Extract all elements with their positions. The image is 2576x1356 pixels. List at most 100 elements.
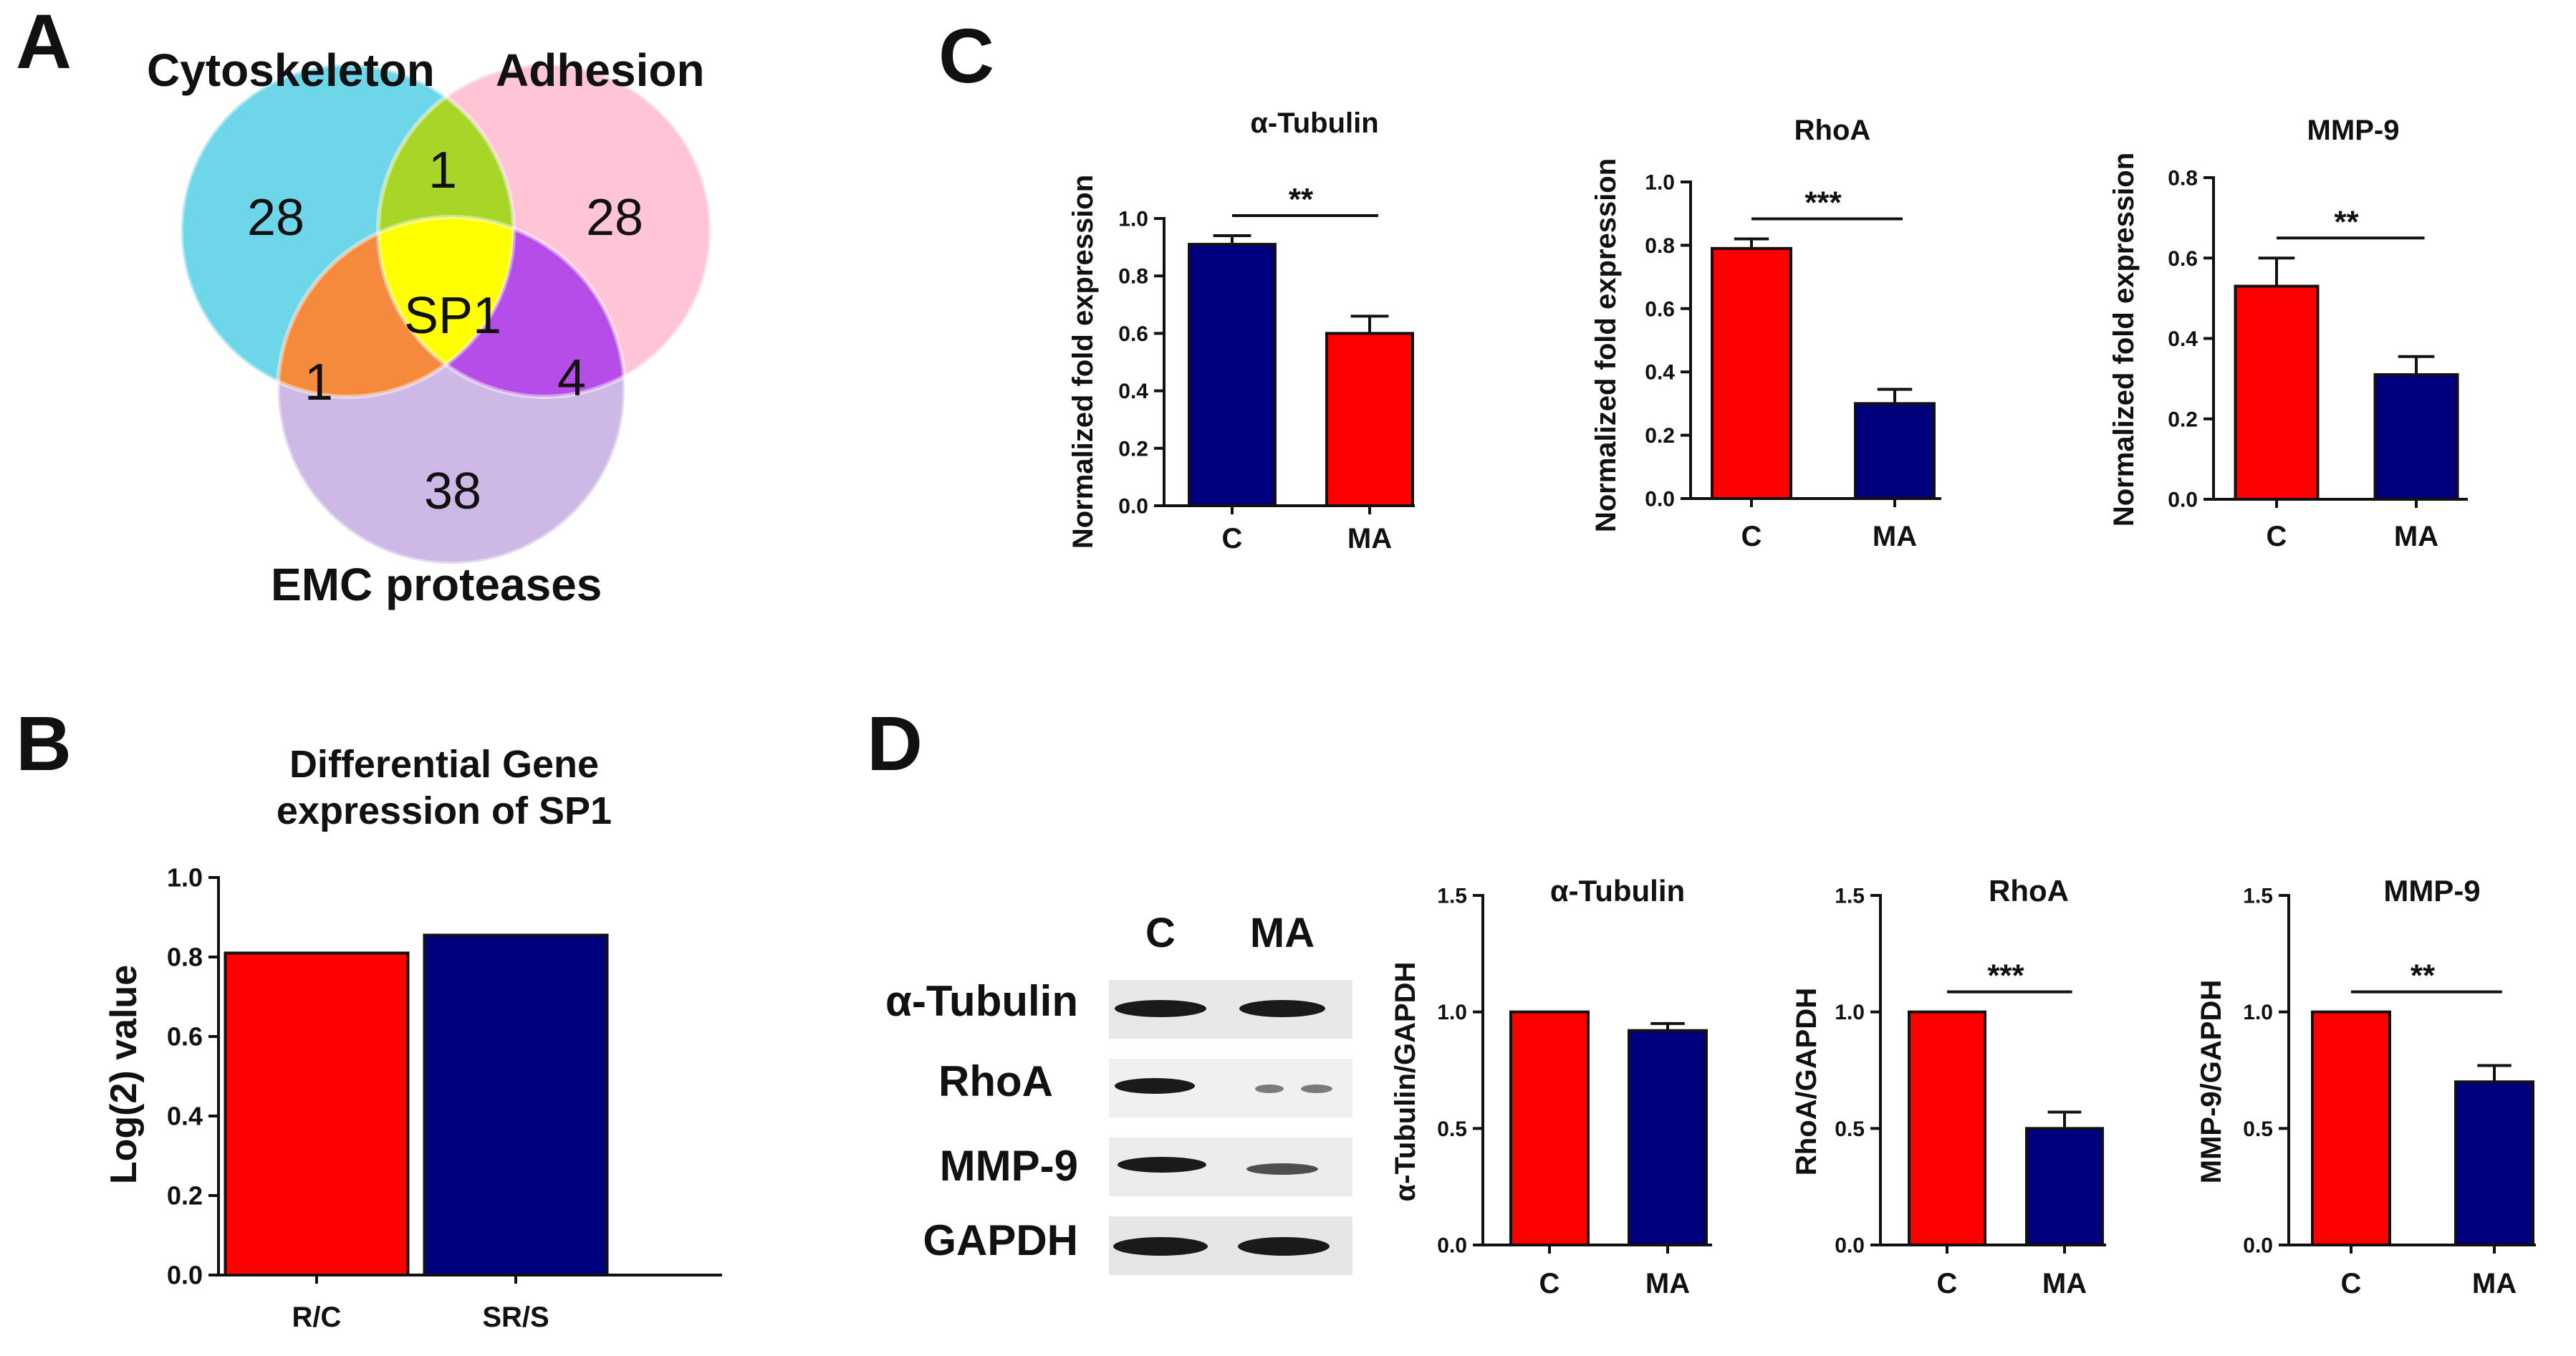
bar <box>2234 284 2320 501</box>
bar <box>2311 1010 2391 1246</box>
y-tick-label: 0.2 <box>1645 424 1675 448</box>
x-tick-label: MA <box>2394 521 2438 552</box>
chart-title: MMP-9 <box>2307 115 2400 146</box>
chart-title: α-Tubulin <box>1550 874 1685 908</box>
venn-label-emc: EMC proteases <box>271 559 602 610</box>
y-tick-label: 1.0 <box>167 863 203 893</box>
chart-title: α-Tubulin <box>1250 107 1378 139</box>
y-tick-label: 0.4 <box>1118 380 1148 403</box>
significance-label: ** <box>2334 204 2359 239</box>
bar <box>1628 1029 1708 1247</box>
y-axis-label: Normalized fold expression <box>2108 153 2140 526</box>
bar <box>224 951 410 1276</box>
y-tick-label: 1.5 <box>2243 885 2273 908</box>
y-tick-label: 0.0 <box>1645 488 1675 511</box>
wb-band <box>1255 1085 1284 1093</box>
bar <box>2025 1127 2104 1247</box>
y-tick-label: 0.2 <box>2168 408 2198 431</box>
y-tick-label: 0.8 <box>2168 167 2198 191</box>
y-tick-label: 0.0 <box>1118 495 1148 519</box>
y-tick-label: 0.0 <box>2168 489 2198 512</box>
x-tick-label: C <box>1222 523 1243 554</box>
bar <box>2454 1080 2534 1247</box>
venn-count-adhesion-emc: 4 <box>557 350 586 407</box>
chart-wb-tubulin: α-Tubulin α-Tubulin/GAPDH 0.0 0.5 1.0 1.5 C MA <box>1390 874 1712 1299</box>
wb-lane-label: C <box>1145 910 1176 956</box>
x-tick-label: C <box>1741 521 1762 552</box>
venn-count-emc-only: 38 <box>424 463 481 520</box>
venn-count-adhesion-only: 28 <box>586 189 643 246</box>
y-axis-label: Normalized fold expression <box>1067 175 1099 549</box>
y-tick-label: 0.8 <box>1118 265 1148 289</box>
chart-qpcr-tubulin: α-Tubulin Normalized fold expression 0.0 0.… <box>1067 107 1415 554</box>
wb-band <box>1301 1085 1332 1093</box>
y-tick-label: 0.5 <box>1835 1117 1865 1141</box>
y-tick-label: 1.0 <box>1645 171 1675 195</box>
y-tick-label: 0.2 <box>1118 437 1148 461</box>
y-axis-label: Log(2) value <box>103 965 145 1184</box>
x-tick-label: SR/S <box>482 1302 549 1333</box>
wb-band <box>1246 1163 1318 1175</box>
wb-row-label: GAPDH <box>923 1216 1078 1264</box>
panel-label-a: A <box>16 0 72 85</box>
y-tick-label: 0.0 <box>167 1261 203 1290</box>
wb-band <box>1239 1000 1325 1017</box>
venn-label-adhesion: Adhesion <box>496 44 705 96</box>
y-tick-label: 0.4 <box>167 1102 203 1131</box>
wb-band <box>1113 1237 1208 1256</box>
bar <box>1908 1010 1986 1246</box>
venn-count-cyto-emc: 1 <box>304 354 333 411</box>
venn-label-cytoskeleton: Cytoskeleton <box>147 44 435 96</box>
chart-qpcr-mmp9: MMP-9 Normalized fold expression 0.0 0.2 0.4… <box>2108 115 2468 552</box>
y-tick-label: 0.8 <box>167 943 203 972</box>
y-tick-label: 1.0 <box>1437 1001 1467 1024</box>
wb-row-label: MMP-9 <box>940 1142 1078 1190</box>
wb-band <box>1115 1078 1195 1094</box>
chart-title: RhoA <box>1989 874 2069 908</box>
y-tick-label: 1.0 <box>1118 208 1148 231</box>
wb-row-label: α-Tubulin <box>885 977 1078 1025</box>
significance-label: ** <box>1289 182 1314 217</box>
y-axis-label: Normalized fold expression <box>1590 158 1622 532</box>
significance-label: *** <box>1804 186 1842 221</box>
wb-band <box>1238 1237 1330 1256</box>
chart-title: RhoA <box>1794 115 1871 146</box>
y-tick-label: 0.8 <box>1645 234 1675 258</box>
chart-title: MMP-9 <box>2383 874 2480 908</box>
y-tick-label: 0.6 <box>1645 297 1675 321</box>
y-tick-label: 0.5 <box>1437 1117 1467 1141</box>
wb-band <box>1115 1000 1206 1017</box>
bar <box>1711 246 1792 500</box>
venn-diagram: Cytoskeleton Adhesion EMC proteases 28 2… <box>147 44 713 610</box>
venn-count-center: SP1 <box>404 287 501 345</box>
bar <box>1188 243 1277 507</box>
x-tick-label: R/C <box>292 1302 342 1333</box>
y-tick-label: 0.0 <box>1835 1234 1865 1258</box>
chart-wb-mmp9: MMP-9 MMP-9/GAPDH 0.0 0.5 1.0 1.5 C MA ** <box>2196 874 2536 1299</box>
y-tick-label: 1.5 <box>1835 885 1865 908</box>
y-tick-label: 0.2 <box>167 1181 203 1211</box>
y-tick-label: 0.0 <box>1437 1234 1467 1258</box>
x-tick-label: MA <box>1873 521 1917 552</box>
chart-title: Differential Gene <box>289 743 599 786</box>
bar <box>1509 1010 1590 1246</box>
y-tick-label: 0.6 <box>1118 322 1148 346</box>
y-tick-label: 0.6 <box>2168 247 2198 271</box>
y-axis-label: MMP-9/GAPDH <box>2196 980 2227 1183</box>
wb-lane-label: MA <box>1250 910 1315 956</box>
panel-label-b: B <box>16 700 72 787</box>
x-tick-label: C <box>1539 1268 1560 1299</box>
x-tick-label: MA <box>1347 523 1392 554</box>
x-tick-label: MA <box>2472 1268 2517 1299</box>
bar <box>2373 373 2459 501</box>
chart-qpcr-rhoa: RhoA Normalized fold expression 0.0 0.2 0.4 0… <box>1590 115 1941 552</box>
y-axis-label: RhoA/GAPDH <box>1791 988 1822 1175</box>
y-tick-label: 1.0 <box>2243 1001 2273 1024</box>
panel-label-d: D <box>867 700 923 787</box>
chart-title: expression of SP1 <box>277 789 612 832</box>
significance-label: ** <box>2411 958 2436 994</box>
y-tick-label: 1.0 <box>1835 1001 1865 1024</box>
y-tick-label: 0.4 <box>1645 361 1675 385</box>
bar <box>1854 402 1936 501</box>
